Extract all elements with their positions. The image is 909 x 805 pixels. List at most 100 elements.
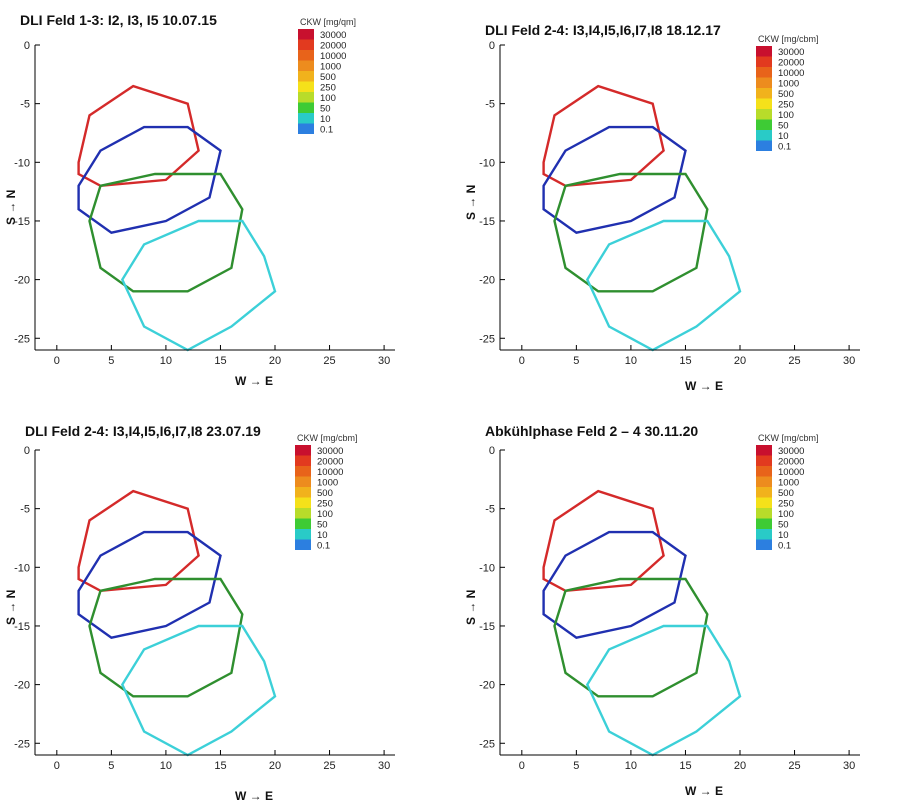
plot-area xyxy=(500,450,860,757)
legend-label: 500 xyxy=(320,72,336,83)
field-outline xyxy=(77,125,222,234)
y-axis: 0 -5 -10 -15 -20 -25 xyxy=(14,445,40,755)
panel-title: Abkühlphase Feld 2 – 4 30.11.20 xyxy=(485,423,698,439)
legend-swatch xyxy=(295,508,311,519)
legend-swatch xyxy=(756,508,772,519)
x-axis: 0 5 10 15 20 25 30 xyxy=(35,750,395,772)
legend-label: 100 xyxy=(317,509,333,520)
y-tick-label: -25 xyxy=(479,738,495,750)
y-axis-label: S → N xyxy=(4,590,18,625)
legend-label: 1000 xyxy=(778,478,799,489)
x-tick-label: 25 xyxy=(788,355,800,367)
x-tick-label: 10 xyxy=(625,760,637,772)
x-tick-label: 20 xyxy=(269,355,281,367)
legend-title: CKW [mg/cbm] xyxy=(758,433,819,443)
legend-swatch xyxy=(756,109,772,120)
y-tick-label: -5 xyxy=(20,99,30,111)
contour-base xyxy=(35,45,395,350)
x-tick-label: 20 xyxy=(734,355,746,367)
x-tick-label: 30 xyxy=(843,760,855,772)
legend-swatch xyxy=(756,497,772,508)
x-axis-label: W → E xyxy=(235,374,273,388)
legend-title: CKW [mg/cbm] xyxy=(297,433,358,443)
y-tick-label: 0 xyxy=(489,445,495,457)
legend-label: 30000 xyxy=(778,47,804,58)
legend-swatch xyxy=(756,130,772,141)
legend-label: 500 xyxy=(317,488,333,499)
x-axis: 0 5 10 15 20 25 30 xyxy=(500,345,860,367)
legend-swatch xyxy=(756,88,772,99)
panel-title: DLI Feld 1-3: I2, I3, I5 10.07.15 xyxy=(20,12,217,28)
contour-blob xyxy=(103,617,142,659)
legend: CKW [mg/cbm]3000020000100001000500250100… xyxy=(756,433,819,552)
legend-swatch xyxy=(756,476,772,487)
legend-title: CKW [mg/qm] xyxy=(300,17,356,27)
y-tick-label: -5 xyxy=(485,504,495,516)
field-outline xyxy=(542,125,687,234)
y-tick-label: 0 xyxy=(489,40,495,52)
legend-swatch xyxy=(295,466,311,477)
legend-label: 100 xyxy=(320,93,336,104)
legend-swatch xyxy=(295,529,311,540)
y-tick-label: -20 xyxy=(14,275,30,287)
y-axis: 0 -5 -10 -15 -20 -25 xyxy=(14,40,40,350)
x-axis-label: W → E xyxy=(235,789,273,803)
legend-swatch xyxy=(295,476,311,487)
y-axis-label: S → N xyxy=(464,185,478,220)
y-tick-label: -20 xyxy=(14,680,30,692)
field-outline xyxy=(585,624,742,757)
field-outline xyxy=(553,577,709,698)
x-tick-label: 20 xyxy=(269,760,281,772)
x-tick-label: 15 xyxy=(214,760,226,772)
x-tick-label: 20 xyxy=(734,760,746,772)
legend-swatch xyxy=(295,539,311,550)
legend-label: 30000 xyxy=(320,30,346,41)
x-tick-label: 25 xyxy=(323,760,335,772)
field-outline xyxy=(120,624,277,757)
legend-swatch xyxy=(295,487,311,498)
legend-swatch xyxy=(298,92,314,103)
legend-label: 50 xyxy=(320,104,331,115)
x-axis: 0 5 10 15 20 25 30 xyxy=(35,345,395,367)
legend-swatch xyxy=(756,466,772,477)
panel-1: DLI Feld 1-3: I2, I3, I5 10.07.15 CKW [m… xyxy=(4,12,395,388)
x-tick-label: 10 xyxy=(625,355,637,367)
x-tick-label: 25 xyxy=(788,760,800,772)
legend-label: 1000 xyxy=(317,478,338,489)
legend-swatch xyxy=(756,98,772,109)
legend-label: 50 xyxy=(317,520,328,531)
legend-label: 50 xyxy=(778,121,789,132)
legend-label: 100 xyxy=(778,110,794,121)
legend-label: 250 xyxy=(778,100,794,111)
legend-swatch xyxy=(756,67,772,78)
x-tick-label: 15 xyxy=(214,355,226,367)
y-tick-label: -15 xyxy=(14,216,30,228)
legend-label: 30000 xyxy=(778,446,804,457)
legend-swatch xyxy=(756,529,772,540)
y-axis: 0 -5 -10 -15 -20 -25 xyxy=(479,445,505,755)
y-tick-label: -20 xyxy=(479,680,495,692)
legend-label: 100 xyxy=(778,509,794,520)
contour-blob xyxy=(685,649,729,696)
legend-label: 500 xyxy=(778,89,794,100)
field-outline xyxy=(542,84,665,188)
legend-swatch xyxy=(298,113,314,124)
y-axis: 0 -5 -10 -15 -20 -25 xyxy=(479,40,505,350)
y-tick-label: -25 xyxy=(14,738,30,750)
legend-label: 20000 xyxy=(317,457,343,468)
y-tick-label: -10 xyxy=(14,562,30,574)
legend-label: 10 xyxy=(320,114,331,125)
field-outline xyxy=(120,219,277,352)
y-tick-label: -25 xyxy=(479,333,495,345)
contour-blob xyxy=(604,644,680,726)
x-axis: 0 5 10 15 20 25 30 xyxy=(500,750,860,772)
contour-base xyxy=(500,450,860,755)
contour-fill xyxy=(500,45,860,350)
legend-label: 50 xyxy=(778,520,789,531)
legend-swatch xyxy=(298,39,314,50)
legend-label: 1000 xyxy=(778,79,799,90)
legend-swatch xyxy=(295,445,311,456)
legend: CKW [mg/cbm]3000020000100001000500250100… xyxy=(756,34,819,153)
y-tick-label: -25 xyxy=(14,333,30,345)
legend-label: 20000 xyxy=(320,41,346,52)
